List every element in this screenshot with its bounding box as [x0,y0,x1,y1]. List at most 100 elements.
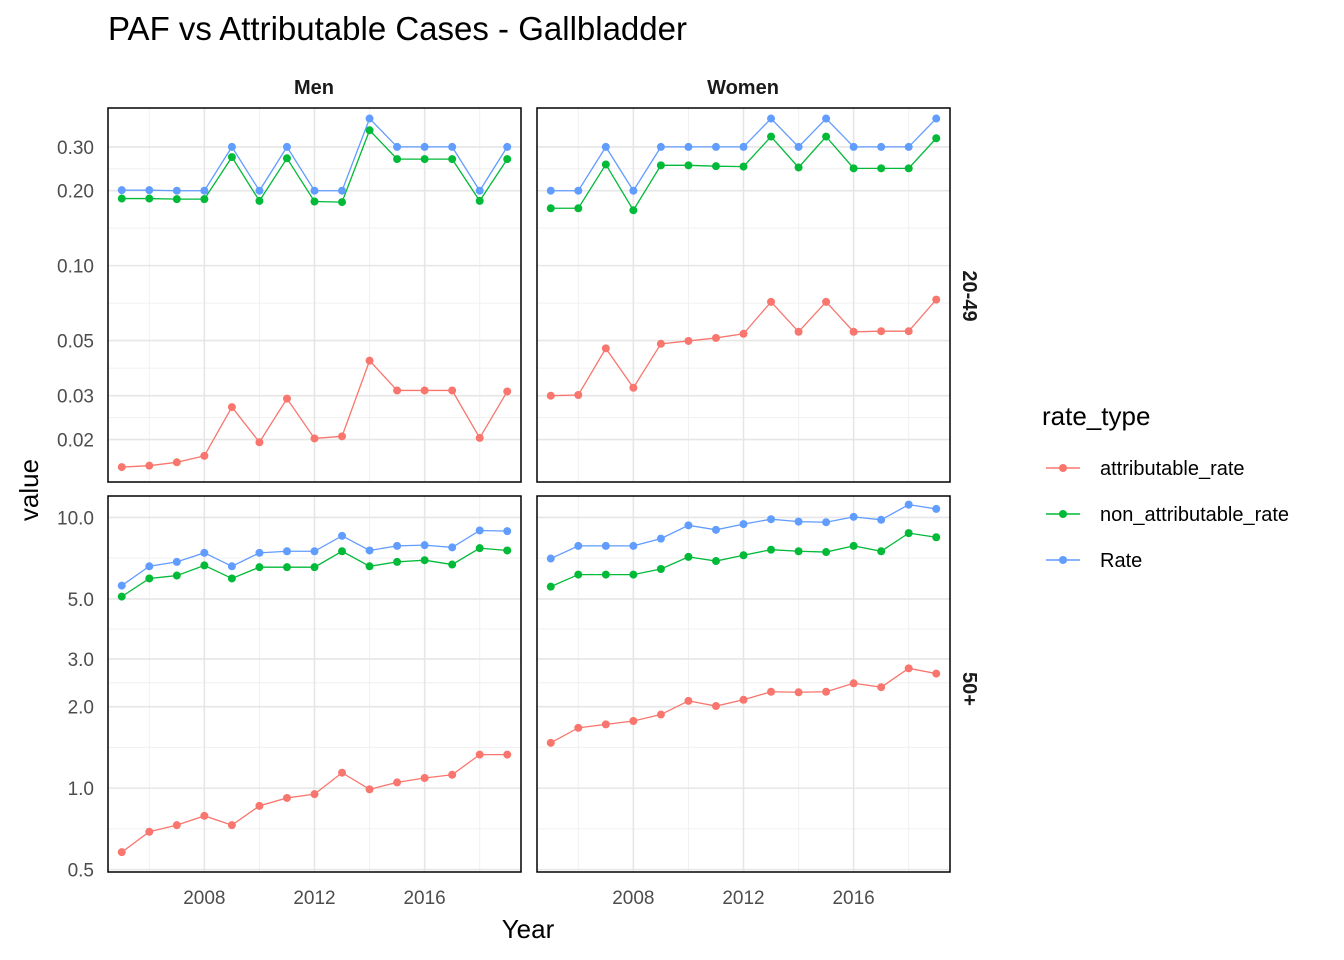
data-point-non-attributable-rate [200,561,209,570]
data-point-attributable-rate [574,390,583,399]
data-point-attributable-rate [767,687,776,696]
data-point-non-attributable-rate [767,545,776,554]
data-point-attributable-rate [365,785,374,794]
legend-key-point [1059,464,1067,472]
data-point-rate [629,186,638,195]
data-point-non-attributable-rate [794,163,803,172]
data-point-rate [255,548,264,557]
data-point-attributable-rate [767,297,776,306]
data-point-rate [601,142,610,151]
data-point-rate [200,548,209,557]
data-point-non-attributable-rate [310,197,319,206]
data-point-non-attributable-rate [822,548,831,557]
data-point-non-attributable-rate [904,529,913,538]
legend-label: attributable_rate [1100,458,1245,480]
data-point-attributable-rate [448,770,457,779]
legend-label: non_attributable_rate [1100,504,1289,526]
data-point-attributable-rate [739,695,748,704]
x-axis-title: Year [502,914,555,944]
data-point-attributable-rate [739,329,748,338]
data-point-non-attributable-rate [574,204,583,213]
data-point-non-attributable-rate [145,574,154,583]
panels: 0.02 0.03 0.05 0.10 0.20 0.30 0.5 1.0 2.0 3.0 5.0 1… [57,107,951,909]
data-point-rate [794,517,803,526]
data-point-non-attributable-rate [475,196,484,205]
panel-border [107,107,522,483]
data-point-non-attributable-rate [794,547,803,556]
strip-20-49: 20-49 [958,270,980,321]
data-point-attributable-rate [420,774,429,783]
data-point-attributable-rate [145,461,154,470]
data-point-non-attributable-rate [629,570,638,579]
data-point-non-attributable-rate [932,134,941,143]
x-tick-label: 2016 [403,888,445,909]
data-point-non-attributable-rate [145,194,154,203]
data-point-non-attributable-rate [448,155,457,164]
data-point-non-attributable-rate [684,552,693,561]
data-point-rate [475,186,484,195]
data-point-rate [393,142,402,151]
data-point-rate [904,500,913,509]
data-point-attributable-rate [601,344,610,353]
data-point-attributable-rate [822,687,831,696]
y-tick-label: 2.0 [68,698,94,719]
legend-label: Rate [1100,550,1142,572]
data-point-attributable-rate [475,433,484,442]
data-point-rate [601,541,610,550]
data-point-attributable-rate [546,391,555,400]
data-point-attributable-rate [849,679,858,688]
data-point-rate [767,114,776,123]
panel-border [107,495,522,873]
data-point-rate [255,186,264,195]
y-tick-label: 10.0 [57,508,94,529]
y-tick-label: 0.5 [68,861,94,882]
data-point-non-attributable-rate [475,544,484,553]
data-point-non-attributable-rate [227,574,236,583]
data-point-non-attributable-rate [546,204,555,213]
data-point-non-attributable-rate [172,195,181,204]
data-point-rate [145,562,154,571]
data-point-non-attributable-rate [739,162,748,171]
data-point-non-attributable-rate [282,563,291,572]
data-point-non-attributable-rate [503,155,512,164]
panel-border [536,107,951,483]
data-point-non-attributable-rate [338,547,347,556]
data-point-non-attributable-rate [711,557,720,566]
data-point-attributable-rate [310,790,319,799]
data-point-non-attributable-rate [420,556,429,565]
data-point-rate [711,142,720,151]
data-point-rate [822,518,831,527]
data-point-rate [227,142,236,151]
legend-items: attributable_rate non_attributable_rate Ra… [1046,458,1289,572]
data-point-rate [711,525,720,534]
data-point-non-attributable-rate [365,126,374,135]
data-point-attributable-rate [601,720,610,729]
data-point-attributable-rate [117,463,126,472]
y-tick-label: 0.20 [57,182,94,203]
y-tick-label: 0.30 [57,138,94,159]
legend-key-point [1059,556,1067,564]
data-point-non-attributable-rate [503,546,512,555]
data-point-rate [822,114,831,123]
data-point-attributable-rate [711,333,720,342]
data-point-non-attributable-rate [877,164,886,173]
data-point-attributable-rate [117,848,126,857]
data-point-non-attributable-rate [601,570,610,579]
data-point-non-attributable-rate [877,547,886,556]
y-tick-label: 0.05 [57,332,94,353]
chart-title: PAF vs Attributable Cases - Gallbladder [108,10,687,47]
data-point-attributable-rate [172,458,181,467]
data-point-non-attributable-rate [711,162,720,171]
data-point-rate [365,546,374,555]
data-point-attributable-rate [255,438,264,447]
data-point-rate [739,520,748,529]
data-point-attributable-rate [145,827,154,836]
data-point-attributable-rate [282,793,291,802]
data-point-attributable-rate [877,327,886,336]
data-point-non-attributable-rate [448,560,457,569]
data-point-non-attributable-rate [420,155,429,164]
data-point-attributable-rate [877,683,886,692]
panel-border [536,495,951,873]
data-point-rate [227,562,236,571]
data-point-attributable-rate [475,750,484,759]
